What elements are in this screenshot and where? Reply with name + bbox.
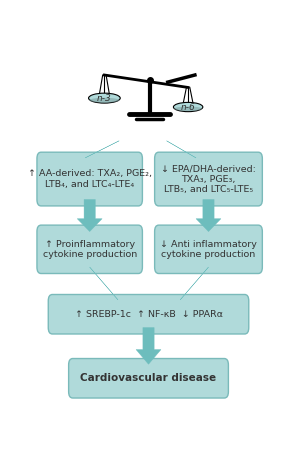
Polygon shape [85, 141, 119, 158]
Text: ↑ Proinflammatory
cytokine production: ↑ Proinflammatory cytokine production [43, 240, 137, 259]
Text: ↑ AA-derived: TXA₂, PGE₂,
LTB₄, and LTC₄-LTE₄: ↑ AA-derived: TXA₂, PGE₂, LTB₄, and LTC₄… [28, 170, 152, 189]
Text: ↓ Anti inflammatory
cytokine production: ↓ Anti inflammatory cytokine production [160, 240, 257, 259]
Ellipse shape [173, 103, 203, 112]
Ellipse shape [89, 98, 119, 103]
FancyBboxPatch shape [155, 225, 262, 274]
Text: n-6: n-6 [181, 103, 196, 111]
Polygon shape [77, 200, 102, 231]
Text: ↓ EPA/DHA-derived:
TXA₃, PGE₃,
LTB₅, and LTC₅-LTE₅: ↓ EPA/DHA-derived: TXA₃, PGE₃, LTB₅, and… [161, 164, 256, 194]
Text: Cardiovascular disease: Cardiovascular disease [81, 373, 217, 383]
Polygon shape [136, 328, 161, 364]
Text: n-3: n-3 [97, 94, 112, 103]
FancyBboxPatch shape [69, 359, 228, 398]
FancyBboxPatch shape [155, 152, 262, 206]
Polygon shape [180, 267, 208, 300]
FancyBboxPatch shape [37, 152, 142, 206]
Polygon shape [196, 200, 221, 231]
Polygon shape [90, 267, 118, 300]
Polygon shape [167, 141, 196, 158]
Ellipse shape [174, 106, 202, 111]
FancyBboxPatch shape [37, 225, 142, 274]
FancyBboxPatch shape [48, 294, 249, 334]
Text: ↑ SREBP-1c  ↑ NF-κB  ↓ PPARα: ↑ SREBP-1c ↑ NF-κB ↓ PPARα [74, 310, 223, 319]
Ellipse shape [88, 93, 120, 103]
